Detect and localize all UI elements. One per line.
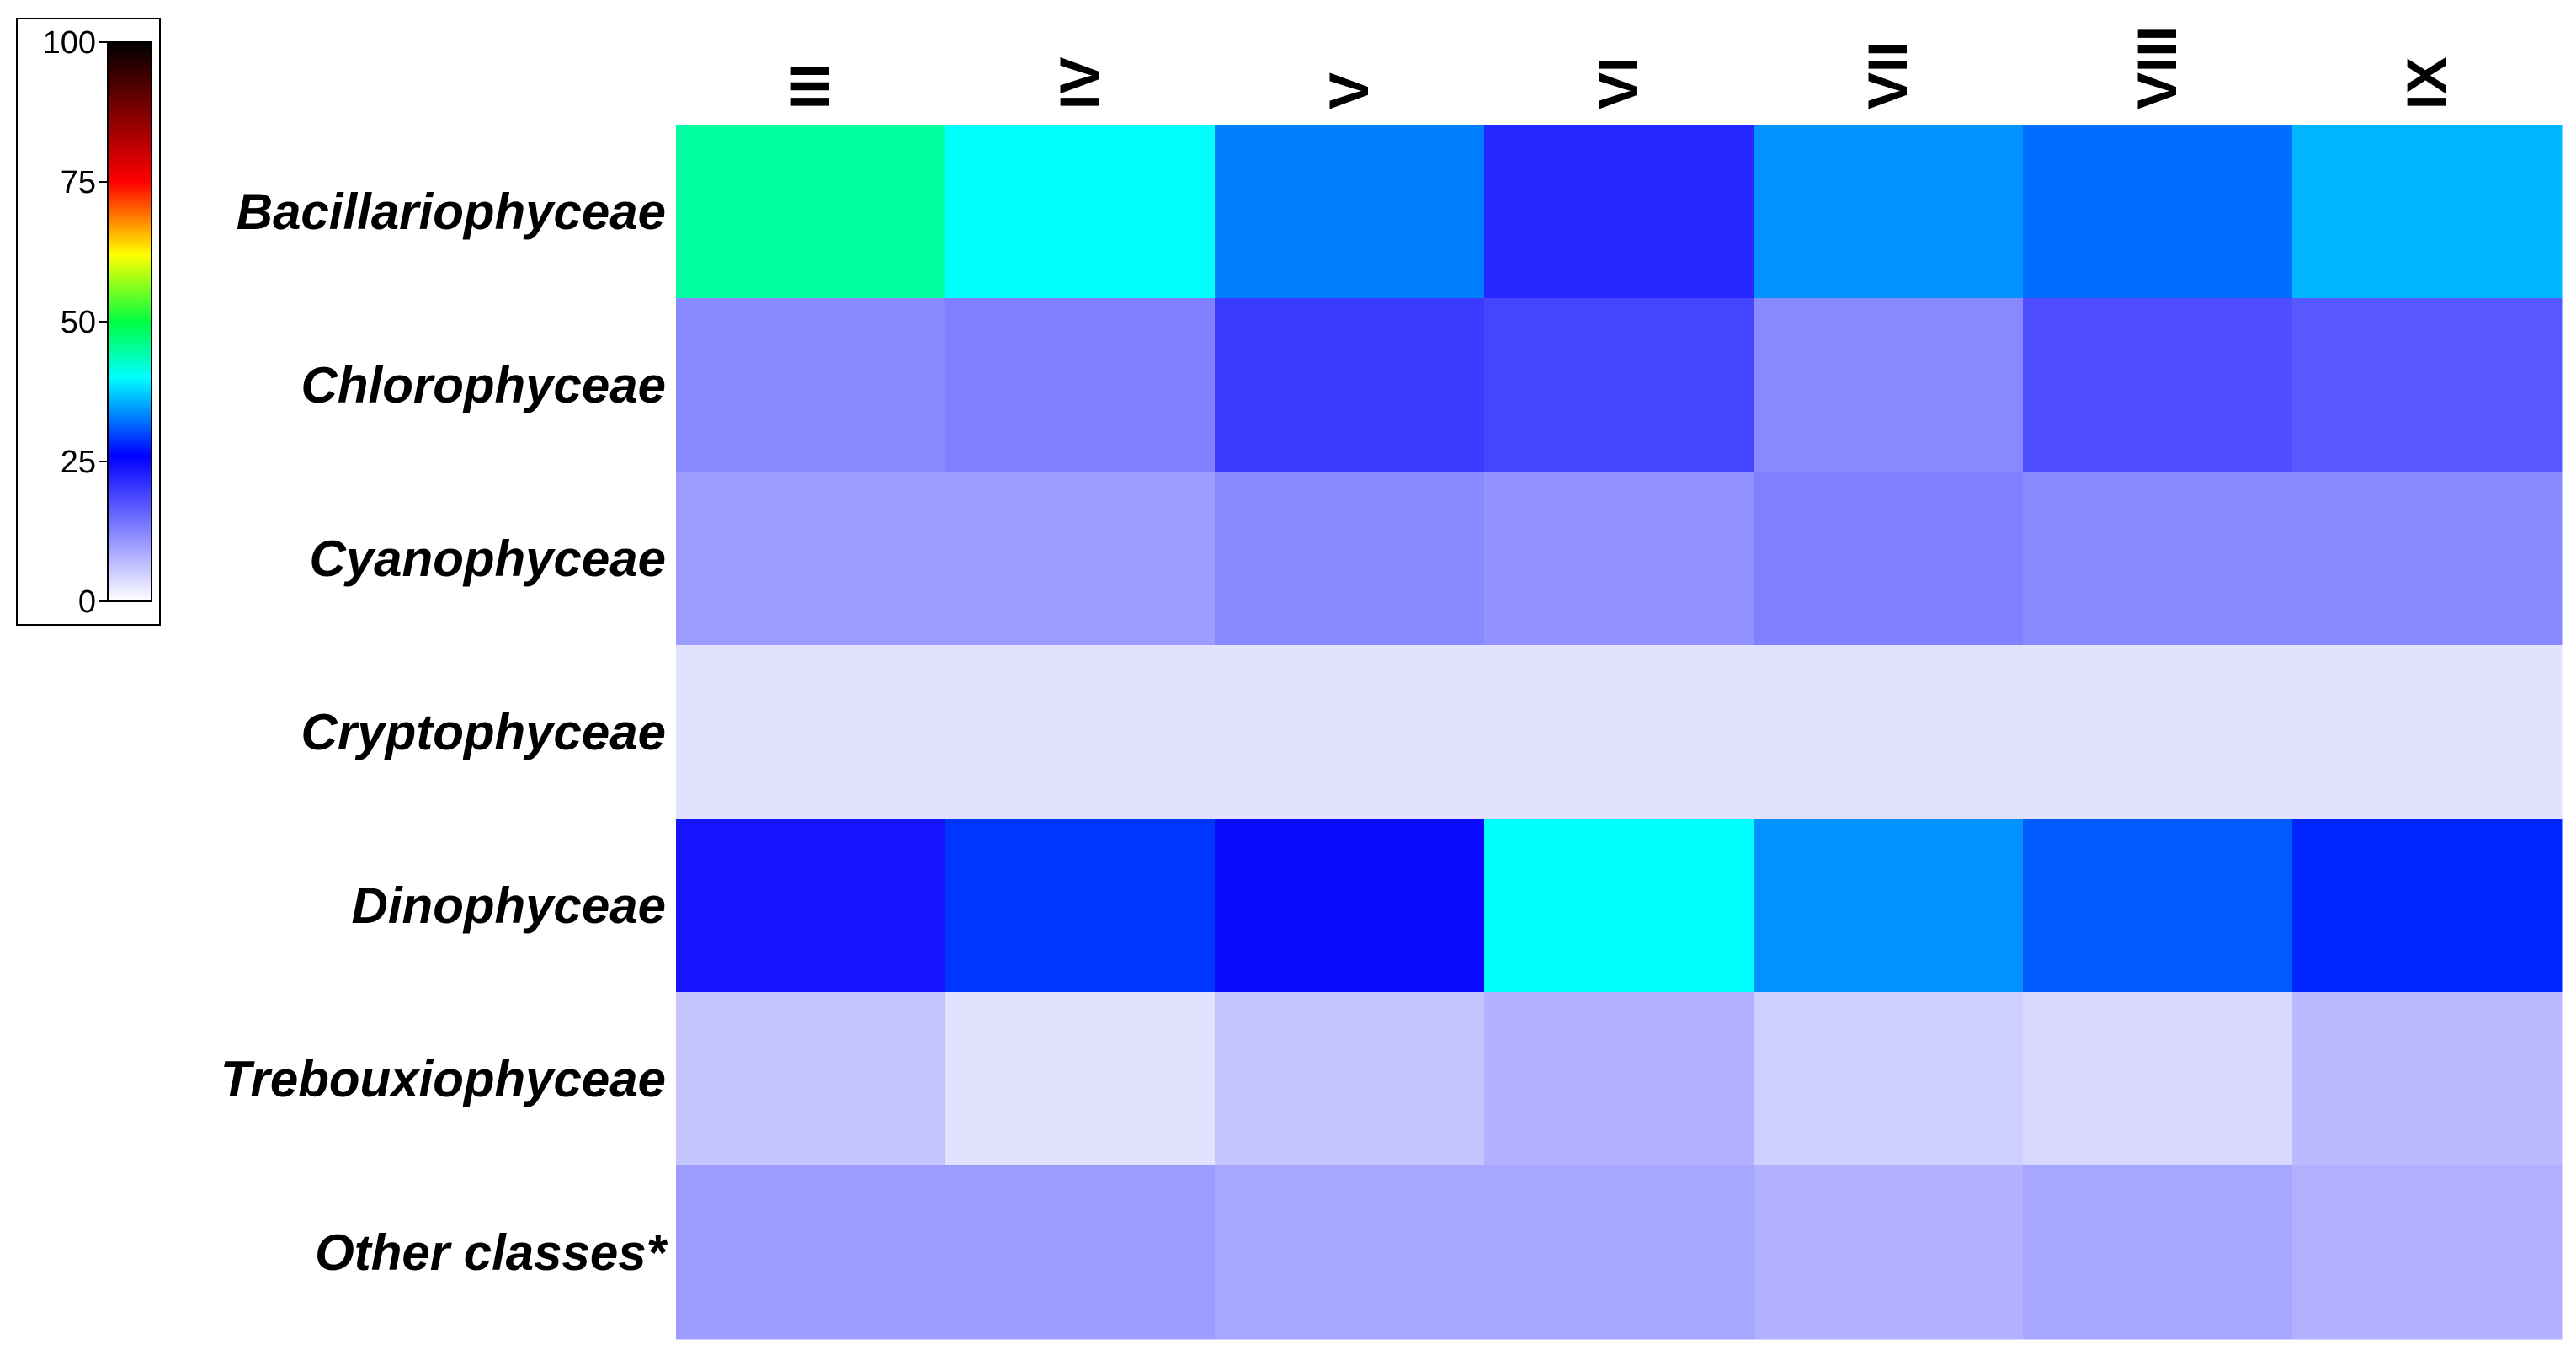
column-label: IX	[2395, 57, 2457, 109]
heatmap-cell	[1215, 298, 1485, 472]
heatmap-cell	[1754, 125, 2024, 299]
heatmap-cell	[945, 992, 1216, 1166]
heatmap-cell	[945, 1165, 1216, 1340]
heatmap-cell	[676, 1165, 946, 1340]
heatmap-cell	[676, 645, 946, 819]
row-label: Chlorophyceae	[301, 357, 666, 413]
heatmap-cell	[676, 992, 946, 1166]
heatmap-cell	[1215, 645, 1485, 819]
heatmap-cell	[2292, 472, 2563, 646]
heatmap-cell	[1484, 298, 1754, 472]
heatmap-cell	[1484, 819, 1754, 993]
heatmap-cell	[945, 819, 1216, 993]
heatmap-cells	[676, 125, 2563, 1340]
heatmap-cell	[1754, 992, 2024, 1166]
row-label: Other classes*	[315, 1224, 668, 1281]
heatmap-cell	[2023, 645, 2293, 819]
heatmap-cell	[1215, 1165, 1485, 1340]
heatmap-cell	[1215, 992, 1485, 1166]
heatmap-cell	[2023, 125, 2293, 299]
heatmap-cell	[1754, 298, 2024, 472]
column-label: III	[779, 63, 841, 109]
heatmap-cell	[676, 298, 946, 472]
column-label: VIII	[2126, 26, 2188, 109]
column-label: VI	[1587, 57, 1649, 109]
heatmap-cell	[2292, 298, 2563, 472]
heatmap-cell	[2023, 992, 2293, 1166]
heatmap-cell	[2292, 819, 2563, 993]
heatmap-cell	[2023, 1165, 2293, 1340]
heatmap-cell	[1484, 125, 1754, 299]
heatmap-cell	[2292, 125, 2563, 299]
heatmap-cell	[1754, 819, 2024, 993]
heatmap-cell	[1215, 125, 1485, 299]
color-legend: 0 25 50 75 100	[16, 18, 161, 626]
color-legend-bar	[107, 41, 152, 602]
row-label: Cyanophyceae	[309, 531, 666, 587]
heatmap-cell	[676, 472, 946, 646]
heatmap-cell	[2292, 645, 2563, 819]
heatmap-cell	[945, 298, 1216, 472]
heatmap-cell	[1484, 645, 1754, 819]
color-legend-ticks: 0 25 50 75 100	[43, 25, 108, 620]
heatmap-cell	[1215, 472, 1485, 646]
column-label: IV	[1048, 57, 1110, 109]
color-legend-tick-label: 25	[61, 445, 96, 480]
color-legend-tick-label: 0	[78, 584, 96, 620]
heatmap-cell	[1754, 472, 2024, 646]
heatmap-cell	[945, 645, 1216, 819]
heatmap-cell	[1484, 992, 1754, 1166]
column-label: V	[1317, 72, 1380, 109]
color-legend-tick-label: 50	[61, 305, 96, 340]
heatmap-cell	[2023, 298, 2293, 472]
column-label: VII	[1856, 41, 1919, 109]
heatmap-cell	[2023, 472, 2293, 646]
column-labels: III IV V VI VII VIII IX	[779, 26, 2457, 109]
heatmap-cell	[1484, 1165, 1754, 1340]
row-label: Cryptophyceae	[301, 704, 666, 760]
heatmap-cell	[1484, 472, 1754, 646]
heatmap-cell	[1754, 1165, 2024, 1340]
heatmap-cell	[945, 125, 1216, 299]
color-legend-tick-label: 75	[61, 165, 96, 200]
heatmap-cell	[2292, 992, 2563, 1166]
row-label: Bacillariophyceae	[237, 184, 666, 240]
row-labels: Bacillariophyceae Chlorophyceae Cyanophyce…	[221, 184, 668, 1281]
heatmap-cell	[1215, 819, 1485, 993]
row-label: Dinophyceae	[352, 877, 666, 934]
heatmap-cell	[2292, 1165, 2563, 1340]
heatmap-cell	[676, 819, 946, 993]
heatmap-cell	[676, 125, 946, 299]
heatmap-cell	[1754, 645, 2024, 819]
row-label: Trebouxiophyceae	[221, 1051, 666, 1107]
heatmap-cell	[945, 472, 1216, 646]
heatmap-cell	[2023, 819, 2293, 993]
color-legend-tick-label: 100	[43, 25, 96, 61]
